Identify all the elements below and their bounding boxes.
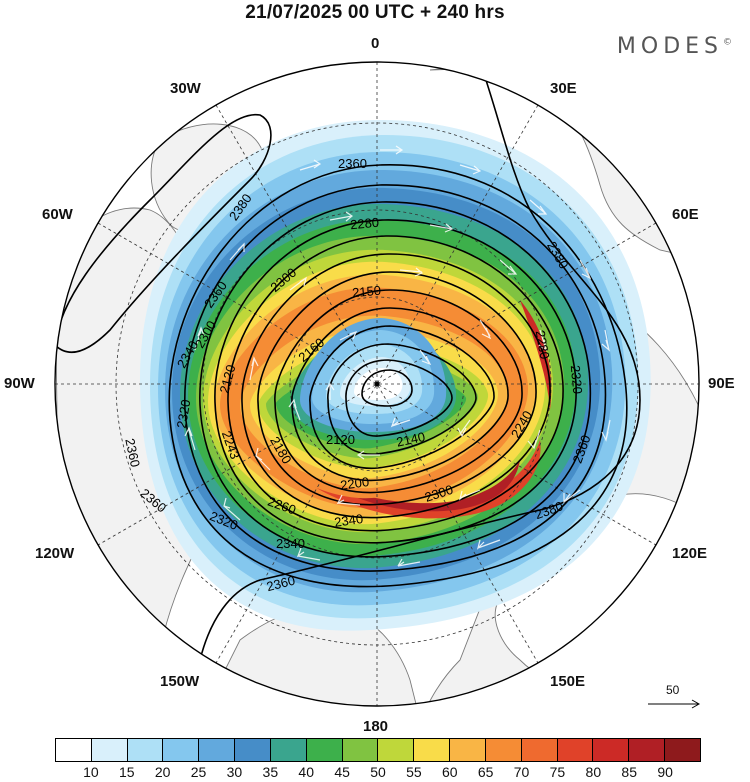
north-pole-marker [374,381,380,387]
colorbar-swatch [414,739,451,761]
colorbar [55,738,701,762]
contour-label: 2280 [533,329,553,360]
colorbar-tick-label: 35 [262,764,279,780]
wind-speed-shading [140,120,651,631]
brand-name: MODES [616,34,723,59]
colorbar-tick-label: 90 [657,764,673,780]
colorbar-swatch [270,739,307,761]
lon-label-150e: 150E [550,673,586,690]
colorbar-tick-label: 60 [441,764,458,780]
lon-label-180: 180 [363,718,389,735]
colorbar-tick-label: 25 [190,764,207,780]
colorbar-tick-label: 85 [621,764,638,780]
lon-label-30w: 30W [170,80,201,97]
contour-label: 2340 [276,536,305,551]
colorbar-ticks: 10 15 20 25 30 35 40 45 50 55 60 65 70 75 80 85 90 [55,764,701,782]
lon-label-30e: 30E [550,80,577,97]
map-title: 21/07/2025 00 UTC + 240 hrs [245,2,505,23]
lon-label-0: 0 [371,35,380,52]
copyright-mark: © [723,37,732,48]
colorbar-tick-label: 65 [477,764,494,780]
colorbar-swatch [485,739,522,761]
colorbar-swatch [235,739,271,761]
colorbar-swatch [378,739,415,761]
lon-label-90w: 90W [4,375,35,392]
colorbar-swatch [342,739,379,761]
colorbar-swatch [127,739,164,761]
colorbar-tick-label: 40 [298,764,315,780]
arrow-icon [648,699,701,709]
colorbar-swatch [665,739,700,761]
contour-label: 2360 [338,156,367,171]
colorbar-swatch [629,739,666,761]
colorbar-tick-label: 15 [118,764,135,780]
reference-vector-value: 50 [666,683,680,697]
contour-label: 2140 [395,429,426,450]
colorbar-tick-label: 80 [585,764,602,780]
colorbar-swatch [56,739,92,761]
contour-label: 2360 [122,437,143,468]
contour-label: 2120 [326,432,355,447]
height-contours [55,62,641,661]
lon-label-120w: 120W [35,545,75,562]
contour-label: 2150 [352,283,382,300]
colorbar-tick-label: 55 [406,764,422,780]
colorbar-swatch [521,739,558,761]
colorbar-swatch [593,739,630,761]
contour-label: 2320 [568,365,585,395]
contour-label: 2280 [350,215,380,232]
map-border [54,61,700,707]
colorbar-tick-label: 20 [154,764,171,780]
colorbar-swatch [91,739,128,761]
colorbar-tick-label: 45 [334,764,350,780]
colorbar-tick-label: 70 [513,764,530,780]
contour-label: 2340 [333,511,364,530]
colorbar-swatch [557,739,594,761]
colorbar-tick-label: 30 [226,764,243,780]
lon-label-60w: 60W [42,206,73,223]
contour-label: 2360 [265,573,297,595]
colorbar-tick-label: 75 [549,764,566,780]
lon-label-150w: 150W [160,673,200,690]
contour-label: 2320 [174,398,194,429]
colorbar-swatch [450,739,486,761]
colorbar-swatch [306,739,343,761]
contour-label: 2120 [217,363,239,395]
lon-label-120e: 120E [672,545,708,562]
colorbar-tick-label: 10 [83,764,99,780]
colorbar-tick-label: 50 [370,764,386,780]
contour-label: 2200 [339,474,370,493]
colorbar-swatch [199,739,236,761]
wind-vectors [184,145,611,567]
lon-label-60e: 60E [672,206,699,223]
colorbar-swatch [163,739,200,761]
brand-logo: MODES© [617,34,732,59]
lon-label-90e: 90E [708,375,735,392]
